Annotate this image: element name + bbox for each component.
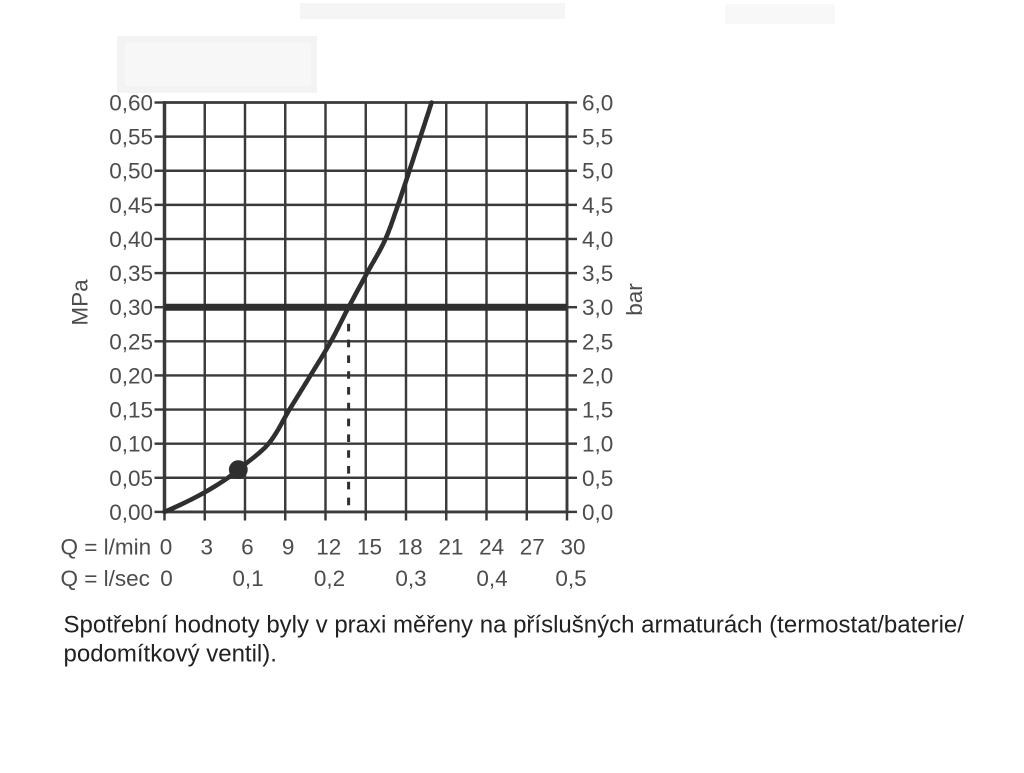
svg-text:0,20: 0,20 [109,363,153,388]
svg-text:27: 27 [520,535,545,560]
svg-text:5,5: 5,5 [582,125,613,150]
svg-text:0: 0 [160,535,173,560]
svg-text:3,5: 3,5 [582,261,613,286]
svg-text:0,55: 0,55 [109,125,153,150]
svg-text:0,45: 0,45 [109,193,153,218]
svg-text:0,40: 0,40 [109,227,153,252]
svg-text:0: 0 [160,566,173,591]
svg-text:0,60: 0,60 [109,91,153,116]
svg-text:0,15: 0,15 [109,398,153,423]
svg-text:24: 24 [479,535,504,560]
svg-text:4,5: 4,5 [582,193,613,218]
svg-text:0,1: 0,1 [232,566,263,591]
svg-text:6: 6 [241,535,254,560]
svg-text:0,25: 0,25 [109,329,153,354]
svg-text:30: 30 [560,535,585,560]
svg-text:2,5: 2,5 [582,329,613,354]
svg-text:0,5: 0,5 [582,466,613,491]
svg-text:0,3: 0,3 [395,566,426,591]
svg-text:Q = l/sec: Q = l/sec [61,566,150,591]
svg-text:bar: bar [622,283,647,316]
svg-text:6,0: 6,0 [582,91,613,116]
svg-text:0,4: 0,4 [476,566,507,591]
svg-text:1,0: 1,0 [582,432,613,457]
svg-text:5,0: 5,0 [582,159,613,184]
svg-text:3,0: 3,0 [582,295,613,320]
svg-text:0,5: 0,5 [555,566,586,591]
svg-text:2,0: 2,0 [582,363,613,388]
svg-text:15: 15 [357,535,382,560]
svg-text:21: 21 [438,535,463,560]
svg-text:0,10: 0,10 [109,432,153,457]
svg-text:Spotřební hodnoty byly v praxi: Spotřební hodnoty byly v praxi měřeny na… [64,612,965,639]
svg-text:0,00: 0,00 [109,500,153,525]
svg-text:3: 3 [200,535,213,560]
svg-text:0,50: 0,50 [109,159,153,184]
svg-text:1,5: 1,5 [582,398,613,423]
svg-text:Q = l/min: Q = l/min [61,535,152,560]
svg-text:0,2: 0,2 [314,566,345,591]
svg-text:0,35: 0,35 [109,261,153,286]
svg-text:MPa: MPa [68,279,93,326]
svg-text:0,30: 0,30 [109,295,153,320]
svg-text:0,05: 0,05 [109,466,153,491]
svg-text:4,0: 4,0 [582,227,613,252]
svg-text:0,0: 0,0 [582,500,613,525]
svg-text:18: 18 [398,535,423,560]
svg-text:podomítkový ventil).: podomítkový ventil). [64,640,277,667]
svg-text:9: 9 [282,535,295,560]
svg-text:12: 12 [316,535,341,560]
